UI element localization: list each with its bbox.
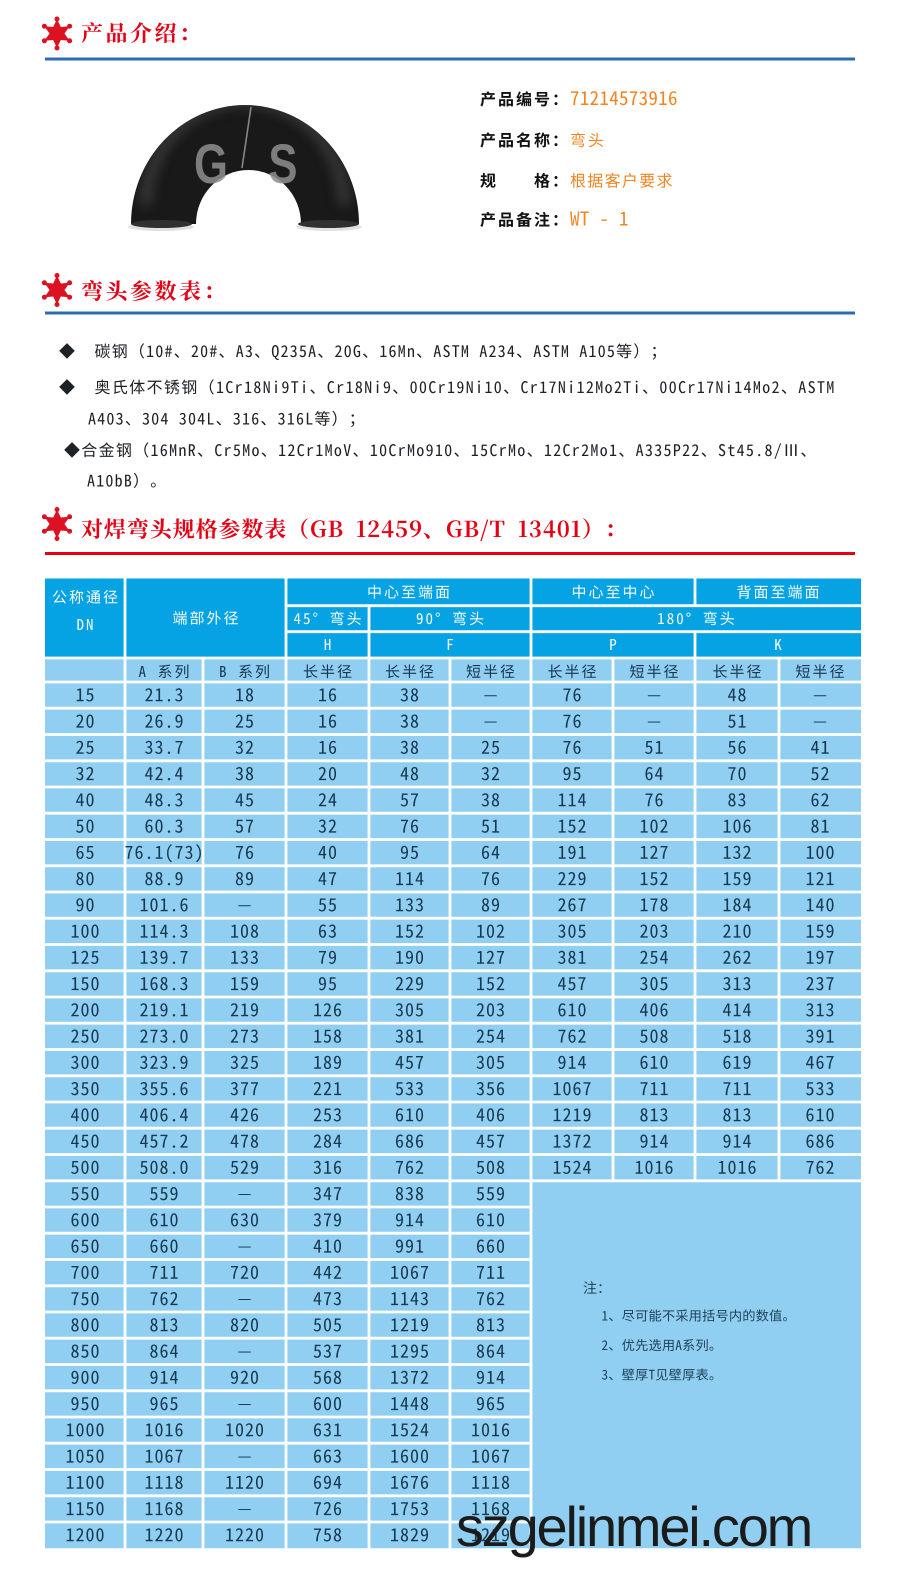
svg-text:szgelinmei.com: szgelinmei.com — [456, 1495, 811, 1558]
svg-text:G: G — [194, 133, 228, 195]
svg-text:S: S — [268, 133, 297, 195]
